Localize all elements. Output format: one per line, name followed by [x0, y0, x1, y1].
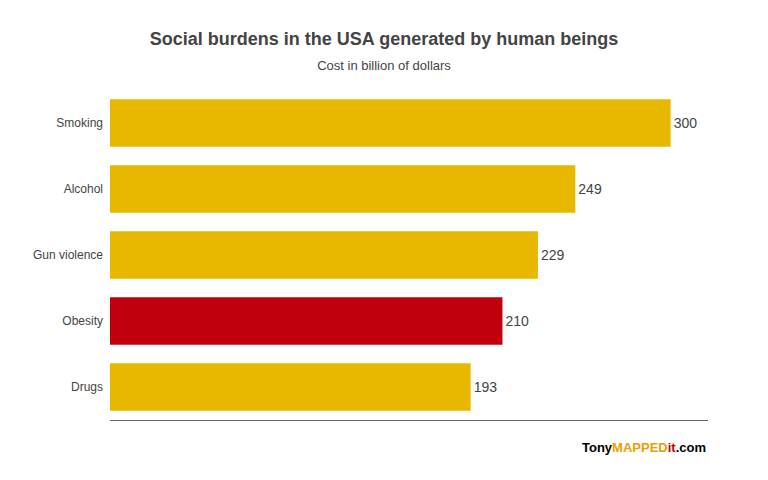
svg-text:210: 210	[505, 313, 529, 329]
svg-text:Cost in billion of dollars: Cost in billion of dollars	[317, 58, 451, 73]
svg-text:193: 193	[474, 379, 498, 395]
svg-text:Smoking: Smoking	[56, 116, 103, 130]
svg-text:Drugs: Drugs	[71, 380, 103, 394]
svg-text:Obesity: Obesity	[62, 314, 103, 328]
svg-text:TonyMAPPEDit.com: TonyMAPPEDit.com	[582, 440, 706, 455]
svg-text:229: 229	[541, 247, 565, 263]
svg-text:Gun violence: Gun violence	[33, 248, 103, 262]
svg-text:Social burdens in the USA gene: Social burdens in the USA generated by h…	[150, 29, 618, 49]
svg-text:300: 300	[674, 115, 698, 131]
svg-text:Alcohol: Alcohol	[64, 182, 103, 196]
svg-text:249: 249	[578, 181, 602, 197]
